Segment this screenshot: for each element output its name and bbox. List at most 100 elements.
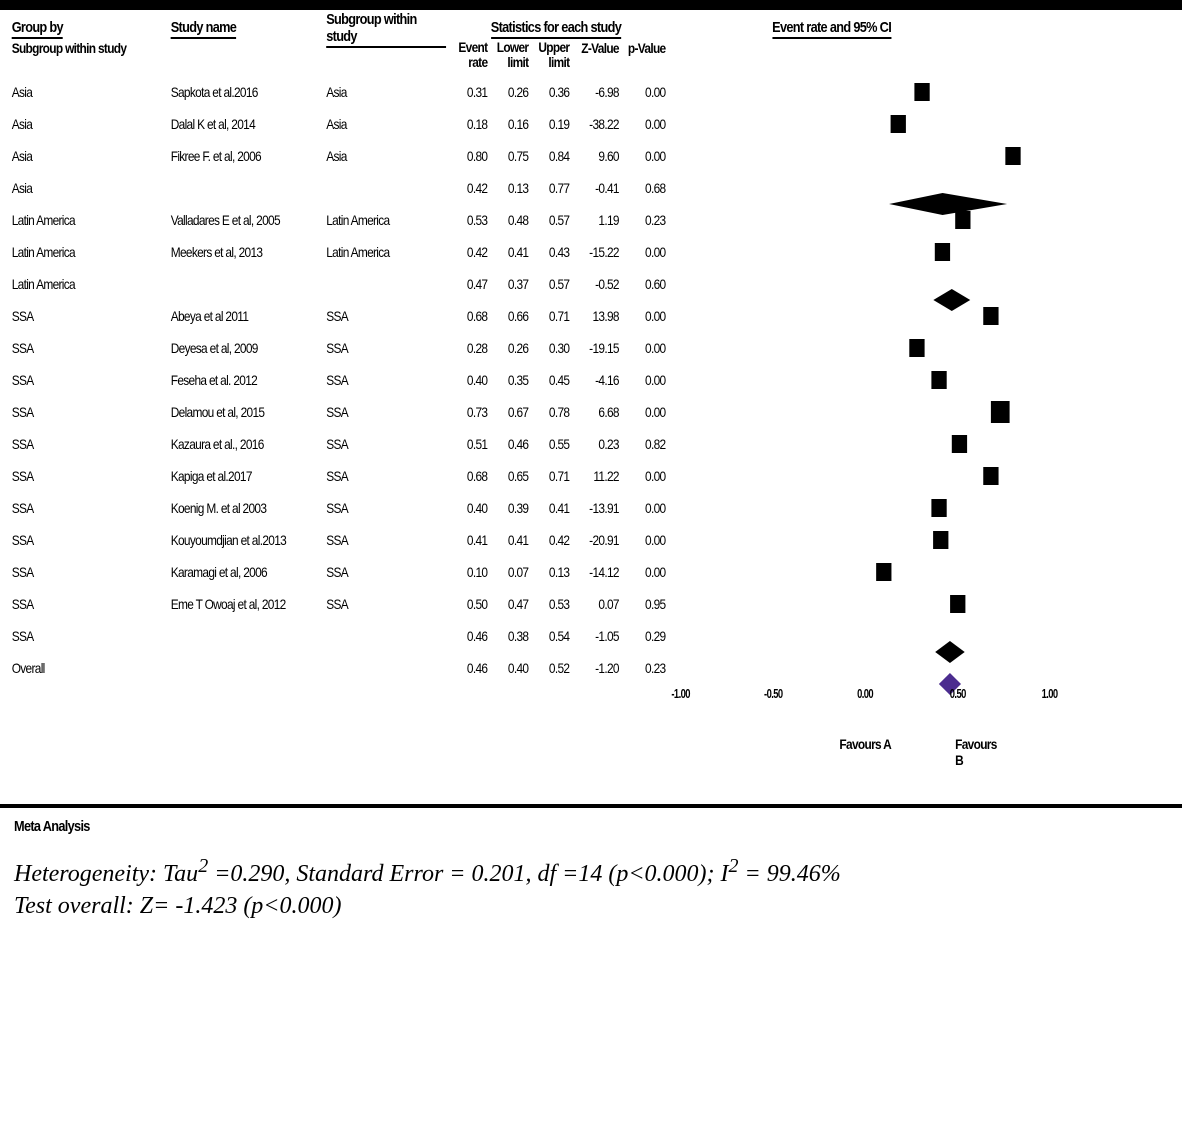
cell-lower: 0.47 (487, 596, 528, 612)
cell-group: SSA (10, 564, 171, 580)
cell-z: -19.15 (569, 340, 618, 356)
cell-lower: 0.37 (487, 276, 528, 292)
cell-lower: 0.75 (487, 148, 528, 164)
cell-p: 0.00 (619, 404, 666, 420)
point-square (983, 467, 998, 485)
cell-lower: 0.07 (487, 564, 528, 580)
top-border (0, 0, 1182, 10)
cell-upper: 0.54 (528, 628, 569, 644)
cell-upper: 0.55 (528, 436, 569, 452)
cell-group: SSA (10, 468, 171, 484)
table-row: Latin AmericaMeekers et al, 2013Latin Am… (10, 236, 998, 268)
axis-tick-label: -1.00 (672, 686, 691, 701)
cell-upper: 0.13 (528, 564, 569, 580)
cell-group: Latin America (10, 212, 171, 228)
cell-event-rate: 0.46 (446, 660, 487, 676)
cell-z: -0.41 (569, 180, 618, 196)
cell-event-rate: 0.42 (446, 244, 487, 260)
cell-study: Abeya et al 2011 (171, 308, 326, 324)
cell-upper: 0.57 (528, 212, 569, 228)
table-row: SSADelamou et al, 2015SSA0.730.670.786.6… (10, 396, 998, 428)
cell-p: 0.00 (619, 468, 666, 484)
cell-upper: 0.19 (528, 116, 569, 132)
rows-container: AsiaSapkota et al.2016Asia0.310.260.36-6… (10, 76, 1172, 684)
cell-group: SSA (10, 500, 171, 516)
cell-subgroup: Latin America (326, 212, 446, 228)
cell-lower: 0.48 (487, 212, 528, 228)
table-row: SSAAbeya et al 2011SSA0.680.660.7113.980… (10, 300, 998, 332)
cell-subgroup: Asia (326, 116, 446, 132)
point-square (1005, 147, 1020, 165)
cell-group: Latin America (10, 276, 171, 292)
cell-subgroup: SSA (326, 564, 446, 580)
axis-row: -1.00-0.500.000.501.00 (10, 684, 998, 710)
point-square (955, 211, 970, 229)
favours-row: Favours AFavours B (10, 730, 998, 770)
cell-lower: 0.26 (487, 84, 528, 100)
cell-event-rate: 0.73 (446, 404, 487, 420)
cell-lower: 0.65 (487, 468, 528, 484)
point-square (983, 307, 998, 325)
cell-subgroup: SSA (326, 532, 446, 548)
cell-lower: 0.16 (487, 116, 528, 132)
cell-upper: 0.52 (528, 660, 569, 676)
cell-subgroup: SSA (326, 596, 446, 612)
cell-upper: 0.78 (528, 404, 569, 420)
cell-study: Valladares E et al, 2005 (171, 212, 326, 228)
cell-study: Sapkota et al.2016 (171, 84, 326, 100)
cell-p: 0.23 (619, 212, 666, 228)
cell-p: 0.00 (619, 564, 666, 580)
cell-event-rate: 0.18 (446, 116, 487, 132)
cell-event-rate: 0.28 (446, 340, 487, 356)
cell-z: 9.60 (569, 148, 618, 164)
cell-group: Asia (10, 84, 171, 100)
point-square (876, 563, 891, 581)
cell-event-rate: 0.46 (446, 628, 487, 644)
cell-p: 0.00 (619, 308, 666, 324)
point-square (931, 371, 946, 389)
favours-b-label: Favours B (955, 736, 997, 768)
cell-upper: 0.57 (528, 276, 569, 292)
cell-p: 0.29 (619, 628, 666, 644)
cell-z: -15.22 (569, 244, 618, 260)
cell-upper: 0.43 (528, 244, 569, 260)
cell-z: 0.07 (569, 596, 618, 612)
cell-upper: 0.77 (528, 180, 569, 196)
cell-p: 0.82 (619, 436, 666, 452)
cell-event-rate: 0.80 (446, 148, 487, 164)
cell-study: Eme T Owoaj et al, 2012 (171, 596, 326, 612)
cell-p: 0.00 (619, 148, 666, 164)
cell-study: Delamou et al, 2015 (171, 404, 326, 420)
cell-upper: 0.71 (528, 468, 569, 484)
cell-lower: 0.46 (487, 436, 528, 452)
cell-group: SSA (10, 532, 171, 548)
hdr-study-name: Study name (171, 19, 236, 39)
cell-subgroup: SSA (326, 500, 446, 516)
cell-event-rate: 0.10 (446, 564, 487, 580)
meta-analysis-title: Meta Analysis (14, 818, 995, 835)
cell-subgroup: SSA (326, 340, 446, 356)
cell-p: 0.00 (619, 340, 666, 356)
cell-z: -1.05 (569, 628, 618, 644)
cell-lower: 0.41 (487, 244, 528, 260)
point-square (891, 115, 906, 133)
cell-event-rate: 0.51 (446, 436, 487, 452)
cell-subgroup: Latin America (326, 244, 446, 260)
cell-z: -0.52 (569, 276, 618, 292)
table-row: Latin America0.470.370.57-0.520.60 (10, 268, 998, 300)
hdr-stats: Statistics for each study (491, 19, 621, 39)
cell-study: Karamagi et al, 2006 (171, 564, 326, 580)
table-row: Latin AmericaValladares E et al, 2005Lat… (10, 204, 998, 236)
cell-z: 13.98 (569, 308, 618, 324)
cell-p: 0.23 (619, 660, 666, 676)
axis-tick-label: 0.00 (857, 686, 873, 701)
heterogeneity-line: Heterogeneity: Tau2 =0.290, Standard Err… (14, 853, 1168, 890)
table-row: SSADeyesa et al, 2009SSA0.280.260.30-19.… (10, 332, 998, 364)
table-row: SSAKouyoumdjian et al.2013SSA0.410.410.4… (10, 524, 998, 556)
hdr-ci: Event rate and 95% CI (772, 19, 891, 39)
cell-subgroup: Asia (326, 84, 446, 100)
cell-lower: 0.26 (487, 340, 528, 356)
cell-group: SSA (10, 596, 171, 612)
axis-tick-label: 0.50 (949, 686, 965, 701)
table-row: Asia0.420.130.77-0.410.68 (10, 172, 998, 204)
